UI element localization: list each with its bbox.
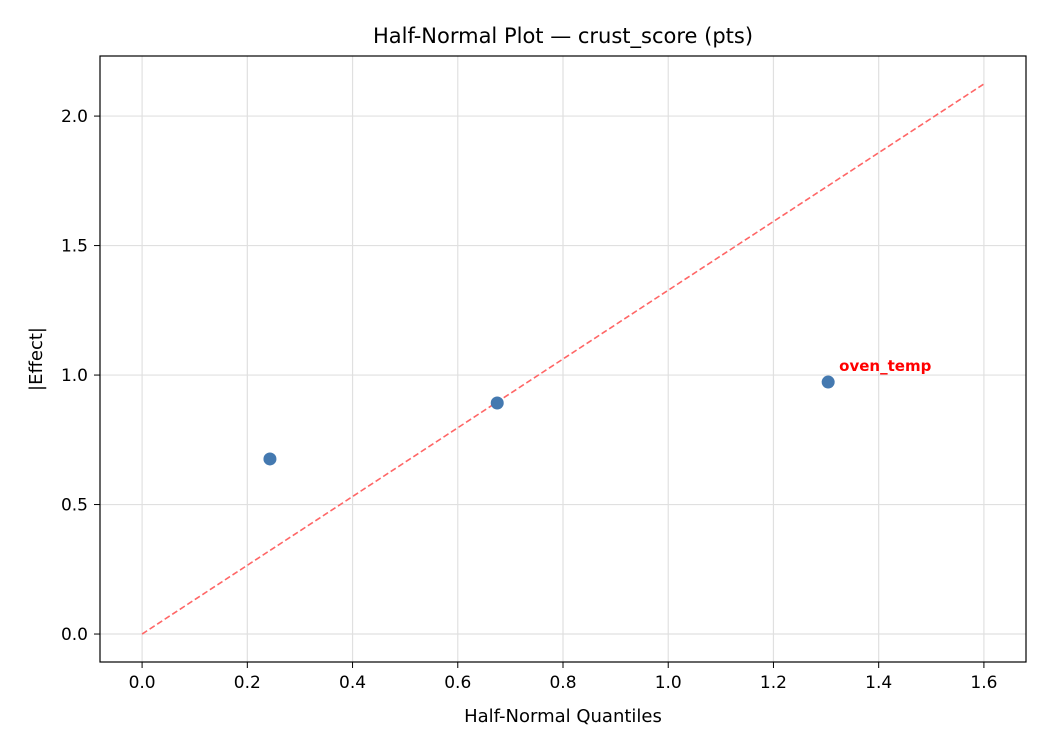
x-tick-label: 0.8: [549, 673, 576, 693]
x-tick-label: 1.4: [865, 673, 892, 693]
grid: [100, 56, 1026, 662]
reference-line-group: [141, 83, 985, 635]
chart-title: Half-Normal Plot — crust_score (pts): [373, 24, 753, 49]
y-tick-label: 0.0: [61, 625, 88, 645]
x-tick-label: 0.0: [129, 673, 156, 693]
x-axis-label: Half-Normal Quantiles: [464, 706, 662, 727]
reference-line: [141, 83, 985, 635]
y-tick-label: 2.0: [61, 107, 88, 127]
x-tick-label: 1.2: [760, 673, 787, 693]
y-tick-label: 1.0: [61, 366, 88, 386]
y-tick-label: 0.5: [61, 496, 88, 516]
x-tick-label: 1.0: [655, 673, 682, 693]
x-tick-label: 1.6: [970, 673, 997, 693]
data-point: [490, 396, 504, 410]
y-tick-label: 1.5: [61, 237, 88, 257]
data-point: [821, 375, 835, 389]
points-group: oven_temp: [263, 357, 932, 466]
point-annotation: oven_temp: [839, 357, 931, 375]
y-axis-ticks: 0.0 0.5 1.0 1.5 2.0: [61, 107, 100, 645]
x-tick-label: 0.6: [444, 673, 471, 693]
data-point: [263, 452, 277, 466]
x-tick-label: 0.2: [234, 673, 261, 693]
x-axis-ticks: 0.0 0.2 0.4 0.6 0.8 1.0 1.2 1.4 1.6: [129, 662, 997, 693]
x-tick-label: 0.4: [339, 673, 366, 693]
y-axis-label: |Effect|: [26, 327, 47, 391]
